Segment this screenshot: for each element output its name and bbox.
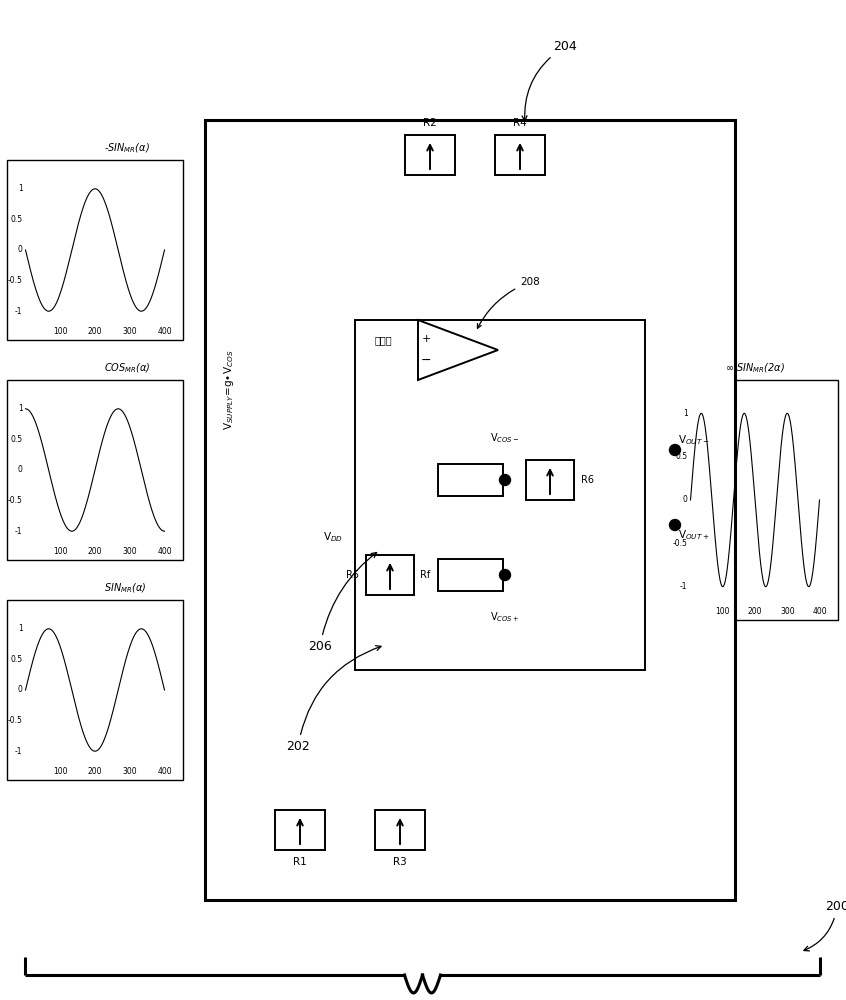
Text: -1: -1 bbox=[15, 307, 23, 316]
Bar bbox=[366, 555, 414, 595]
Text: -1: -1 bbox=[15, 747, 23, 756]
Text: 100: 100 bbox=[53, 547, 68, 556]
Text: 1: 1 bbox=[683, 409, 688, 418]
Text: -0.5: -0.5 bbox=[8, 276, 23, 285]
Text: 放大器: 放大器 bbox=[374, 335, 392, 345]
Text: R5: R5 bbox=[346, 570, 359, 580]
Text: 300: 300 bbox=[123, 327, 137, 336]
Text: 1: 1 bbox=[18, 404, 23, 413]
Text: 206: 206 bbox=[308, 553, 376, 653]
Text: 1: 1 bbox=[18, 624, 23, 633]
Text: 202: 202 bbox=[286, 646, 381, 753]
Text: 208: 208 bbox=[477, 277, 540, 328]
Text: ∞ SIN$_{MR}$(2α): ∞ SIN$_{MR}$(2α) bbox=[725, 361, 785, 375]
Bar bbox=[526, 460, 574, 500]
Circle shape bbox=[669, 520, 680, 530]
Bar bbox=[8, 600, 183, 780]
Text: V$_{COS+}$: V$_{COS+}$ bbox=[491, 610, 519, 624]
Text: 0: 0 bbox=[18, 245, 23, 254]
Text: R4: R4 bbox=[514, 118, 527, 128]
Text: R2: R2 bbox=[423, 118, 437, 128]
Text: 400: 400 bbox=[157, 767, 172, 776]
Text: R3: R3 bbox=[393, 857, 407, 867]
Text: V$_{DD}$: V$_{DD}$ bbox=[323, 530, 343, 544]
Circle shape bbox=[669, 444, 680, 456]
Bar bbox=[405, 135, 455, 175]
Text: 200: 200 bbox=[88, 767, 102, 776]
Text: SIN$_{MR}$(α): SIN$_{MR}$(α) bbox=[104, 581, 146, 595]
Text: 400: 400 bbox=[157, 547, 172, 556]
Text: 300: 300 bbox=[123, 547, 137, 556]
Text: 300: 300 bbox=[123, 767, 137, 776]
Text: -1: -1 bbox=[680, 582, 688, 591]
Text: COS$_{MR}$(α): COS$_{MR}$(α) bbox=[104, 361, 151, 375]
Bar bbox=[8, 160, 183, 340]
Text: 200: 200 bbox=[88, 547, 102, 556]
Text: 204: 204 bbox=[522, 40, 577, 121]
Text: 400: 400 bbox=[812, 607, 827, 616]
Bar bbox=[355, 320, 645, 670]
Bar bbox=[495, 135, 545, 175]
Text: 100: 100 bbox=[716, 607, 730, 616]
Bar bbox=[8, 380, 183, 560]
Bar bbox=[437, 559, 503, 591]
Text: −: − bbox=[420, 354, 431, 367]
Text: 0: 0 bbox=[18, 686, 23, 694]
Text: +: + bbox=[421, 334, 431, 344]
Text: 0.5: 0.5 bbox=[10, 435, 23, 444]
Text: 100: 100 bbox=[53, 767, 68, 776]
Text: V$_{OUT-}$: V$_{OUT-}$ bbox=[678, 433, 710, 447]
Text: 0.5: 0.5 bbox=[10, 655, 23, 664]
Text: 0: 0 bbox=[18, 466, 23, 475]
Text: 1: 1 bbox=[18, 184, 23, 193]
Text: 100: 100 bbox=[53, 327, 68, 336]
Bar bbox=[275, 810, 325, 850]
Text: 200: 200 bbox=[804, 900, 846, 951]
Bar bbox=[205, 120, 735, 900]
Text: 300: 300 bbox=[780, 607, 794, 616]
Text: -1: -1 bbox=[15, 527, 23, 536]
Text: -0.5: -0.5 bbox=[8, 496, 23, 505]
Text: V$_{OUT+}$: V$_{OUT+}$ bbox=[678, 528, 710, 542]
Text: 0.5: 0.5 bbox=[675, 452, 688, 461]
Text: R1: R1 bbox=[293, 857, 307, 867]
Text: 200: 200 bbox=[748, 607, 762, 616]
Bar bbox=[375, 810, 425, 850]
Circle shape bbox=[499, 570, 510, 580]
Text: R6: R6 bbox=[581, 475, 594, 485]
Text: -0.5: -0.5 bbox=[673, 539, 688, 548]
Text: 0: 0 bbox=[683, 495, 688, 504]
Text: -SIN$_{MR}$(α): -SIN$_{MR}$(α) bbox=[104, 141, 150, 155]
Text: 200: 200 bbox=[88, 327, 102, 336]
Circle shape bbox=[499, 475, 510, 486]
Text: 400: 400 bbox=[157, 327, 172, 336]
Text: V$_{SUPPLY}$=g•V$_{COS}$: V$_{SUPPLY}$=g•V$_{COS}$ bbox=[222, 350, 236, 430]
Text: -0.5: -0.5 bbox=[8, 716, 23, 725]
Bar bbox=[437, 464, 503, 496]
Text: Rf: Rf bbox=[420, 570, 431, 580]
Text: V$_{COS-}$: V$_{COS-}$ bbox=[490, 431, 519, 445]
Bar bbox=[673, 380, 838, 620]
Text: 0.5: 0.5 bbox=[10, 215, 23, 224]
